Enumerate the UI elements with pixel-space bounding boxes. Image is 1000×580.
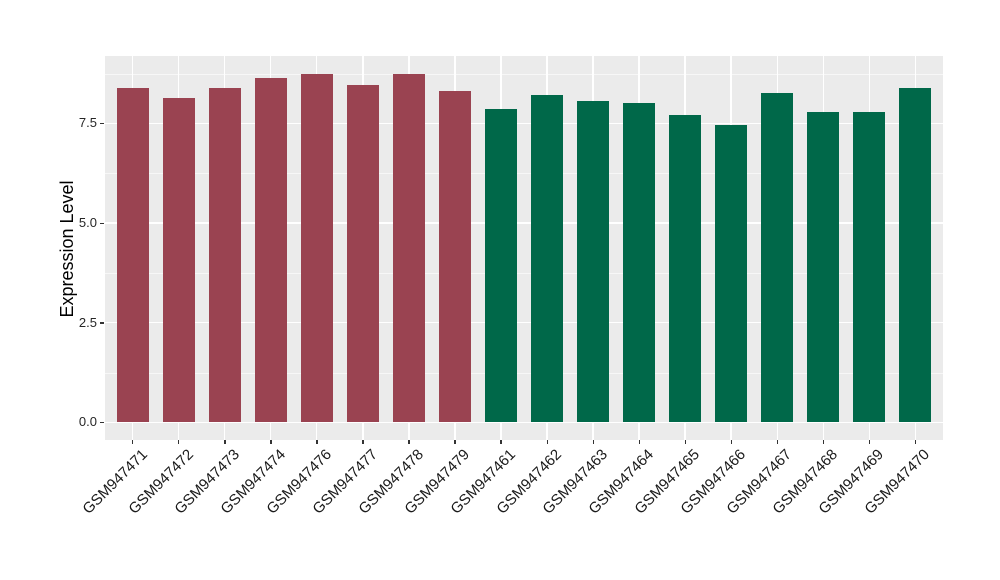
gridline-minor bbox=[105, 372, 943, 374]
x-axis-tick bbox=[132, 440, 134, 444]
bar-GSM947467 bbox=[761, 93, 794, 423]
bar-GSM947476 bbox=[300, 73, 333, 423]
x-axis-tick bbox=[408, 440, 410, 444]
gridline-minor bbox=[105, 173, 943, 175]
bar-GSM947465 bbox=[669, 114, 702, 423]
bar-GSM947473 bbox=[208, 88, 241, 423]
y-axis-tick bbox=[100, 222, 104, 224]
y-tick-label: 7.5 bbox=[78, 115, 97, 131]
bar-GSM947462 bbox=[531, 95, 564, 423]
y-axis-tick bbox=[100, 122, 104, 125]
bar-GSM947468 bbox=[807, 111, 840, 423]
gridline-major bbox=[105, 122, 943, 125]
plot-panel bbox=[105, 56, 943, 440]
gridline-major bbox=[105, 322, 943, 324]
gridline-major bbox=[105, 222, 943, 224]
y-tick-label: 0.0 bbox=[78, 414, 97, 430]
x-axis-tick bbox=[178, 440, 180, 444]
bar-GSM947477 bbox=[346, 85, 379, 423]
x-axis-tick bbox=[684, 440, 686, 444]
x-axis-tick bbox=[822, 440, 825, 444]
x-axis-tick bbox=[638, 440, 640, 444]
bar-GSM947464 bbox=[623, 103, 656, 423]
y-tick-label: 5.0 bbox=[78, 215, 97, 231]
x-axis-tick bbox=[224, 440, 226, 444]
x-axis-tick bbox=[270, 440, 272, 444]
x-axis-tick bbox=[776, 440, 779, 444]
y-axis-tick bbox=[100, 421, 104, 424]
bar-GSM947463 bbox=[577, 100, 610, 423]
x-axis-tick bbox=[316, 440, 318, 444]
bar-GSM947466 bbox=[715, 124, 748, 423]
bar-GSM947470 bbox=[899, 88, 932, 423]
x-axis-tick bbox=[546, 440, 548, 444]
x-axis-tick bbox=[592, 440, 594, 444]
gridline-minor bbox=[105, 73, 943, 75]
x-axis-tick bbox=[362, 440, 364, 444]
bar-GSM947472 bbox=[162, 98, 195, 423]
x-axis-tick bbox=[730, 440, 732, 444]
x-axis-tick bbox=[454, 440, 456, 444]
x-axis-tick bbox=[914, 440, 917, 444]
gridline-major bbox=[105, 421, 943, 424]
bar-GSM947461 bbox=[484, 109, 517, 423]
y-tick-label: 2.5 bbox=[78, 314, 97, 330]
bar-GSM947479 bbox=[438, 91, 471, 423]
x-axis-tick bbox=[500, 440, 502, 444]
bar-GSM947474 bbox=[254, 77, 287, 423]
bar-GSM947471 bbox=[116, 88, 149, 423]
gridline-minor bbox=[105, 272, 943, 274]
bar-GSM947469 bbox=[853, 112, 886, 423]
x-axis-tick bbox=[868, 440, 871, 444]
bar-GSM947478 bbox=[392, 74, 425, 423]
y-axis-tick bbox=[100, 322, 104, 324]
